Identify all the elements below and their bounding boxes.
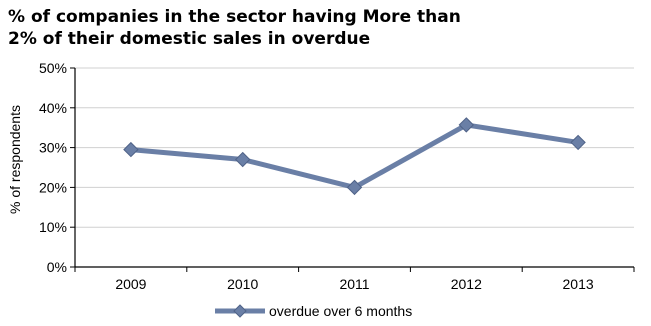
x-tick-label: 2012 <box>451 276 482 292</box>
chart-title: % of companies in the sector having More… <box>8 6 628 50</box>
legend-label: overdue over 6 months <box>269 303 412 319</box>
data-point-marker <box>234 151 251 168</box>
data-point-marker <box>123 141 139 158</box>
x-tick-label: 2011 <box>339 276 369 292</box>
y-tick-label: 10% <box>39 219 67 235</box>
gridlines <box>75 67 634 228</box>
y-tick-label: 30% <box>39 140 67 156</box>
y-tick-label: 50% <box>39 60 67 76</box>
y-axis-title: % of respondents <box>7 105 23 214</box>
data-point-marker <box>346 179 363 196</box>
x-tick-label: 2009 <box>115 276 146 292</box>
x-tick-label: 2013 <box>563 276 594 292</box>
legend: overdue over 6 months <box>215 303 412 319</box>
chart-title-line-2: 2% of their domestic sales in overdue <box>8 29 371 49</box>
series-layer <box>123 117 586 196</box>
data-point-marker <box>570 134 586 151</box>
series-line <box>128 122 581 190</box>
y-tick-label: 20% <box>39 179 67 195</box>
axes: 0% 10% 20% 30% 40% 50% 2009 2010 2011 2012 2013 <box>39 60 635 292</box>
y-tick-label: 40% <box>39 100 67 116</box>
x-tick-label: 2010 <box>227 276 258 292</box>
legend-swatch-marker <box>233 304 247 318</box>
y-tick-label: 0% <box>47 259 67 275</box>
data-point-marker <box>458 117 475 133</box>
chart-title-line-1: % of companies in the sector having More… <box>8 7 461 27</box>
